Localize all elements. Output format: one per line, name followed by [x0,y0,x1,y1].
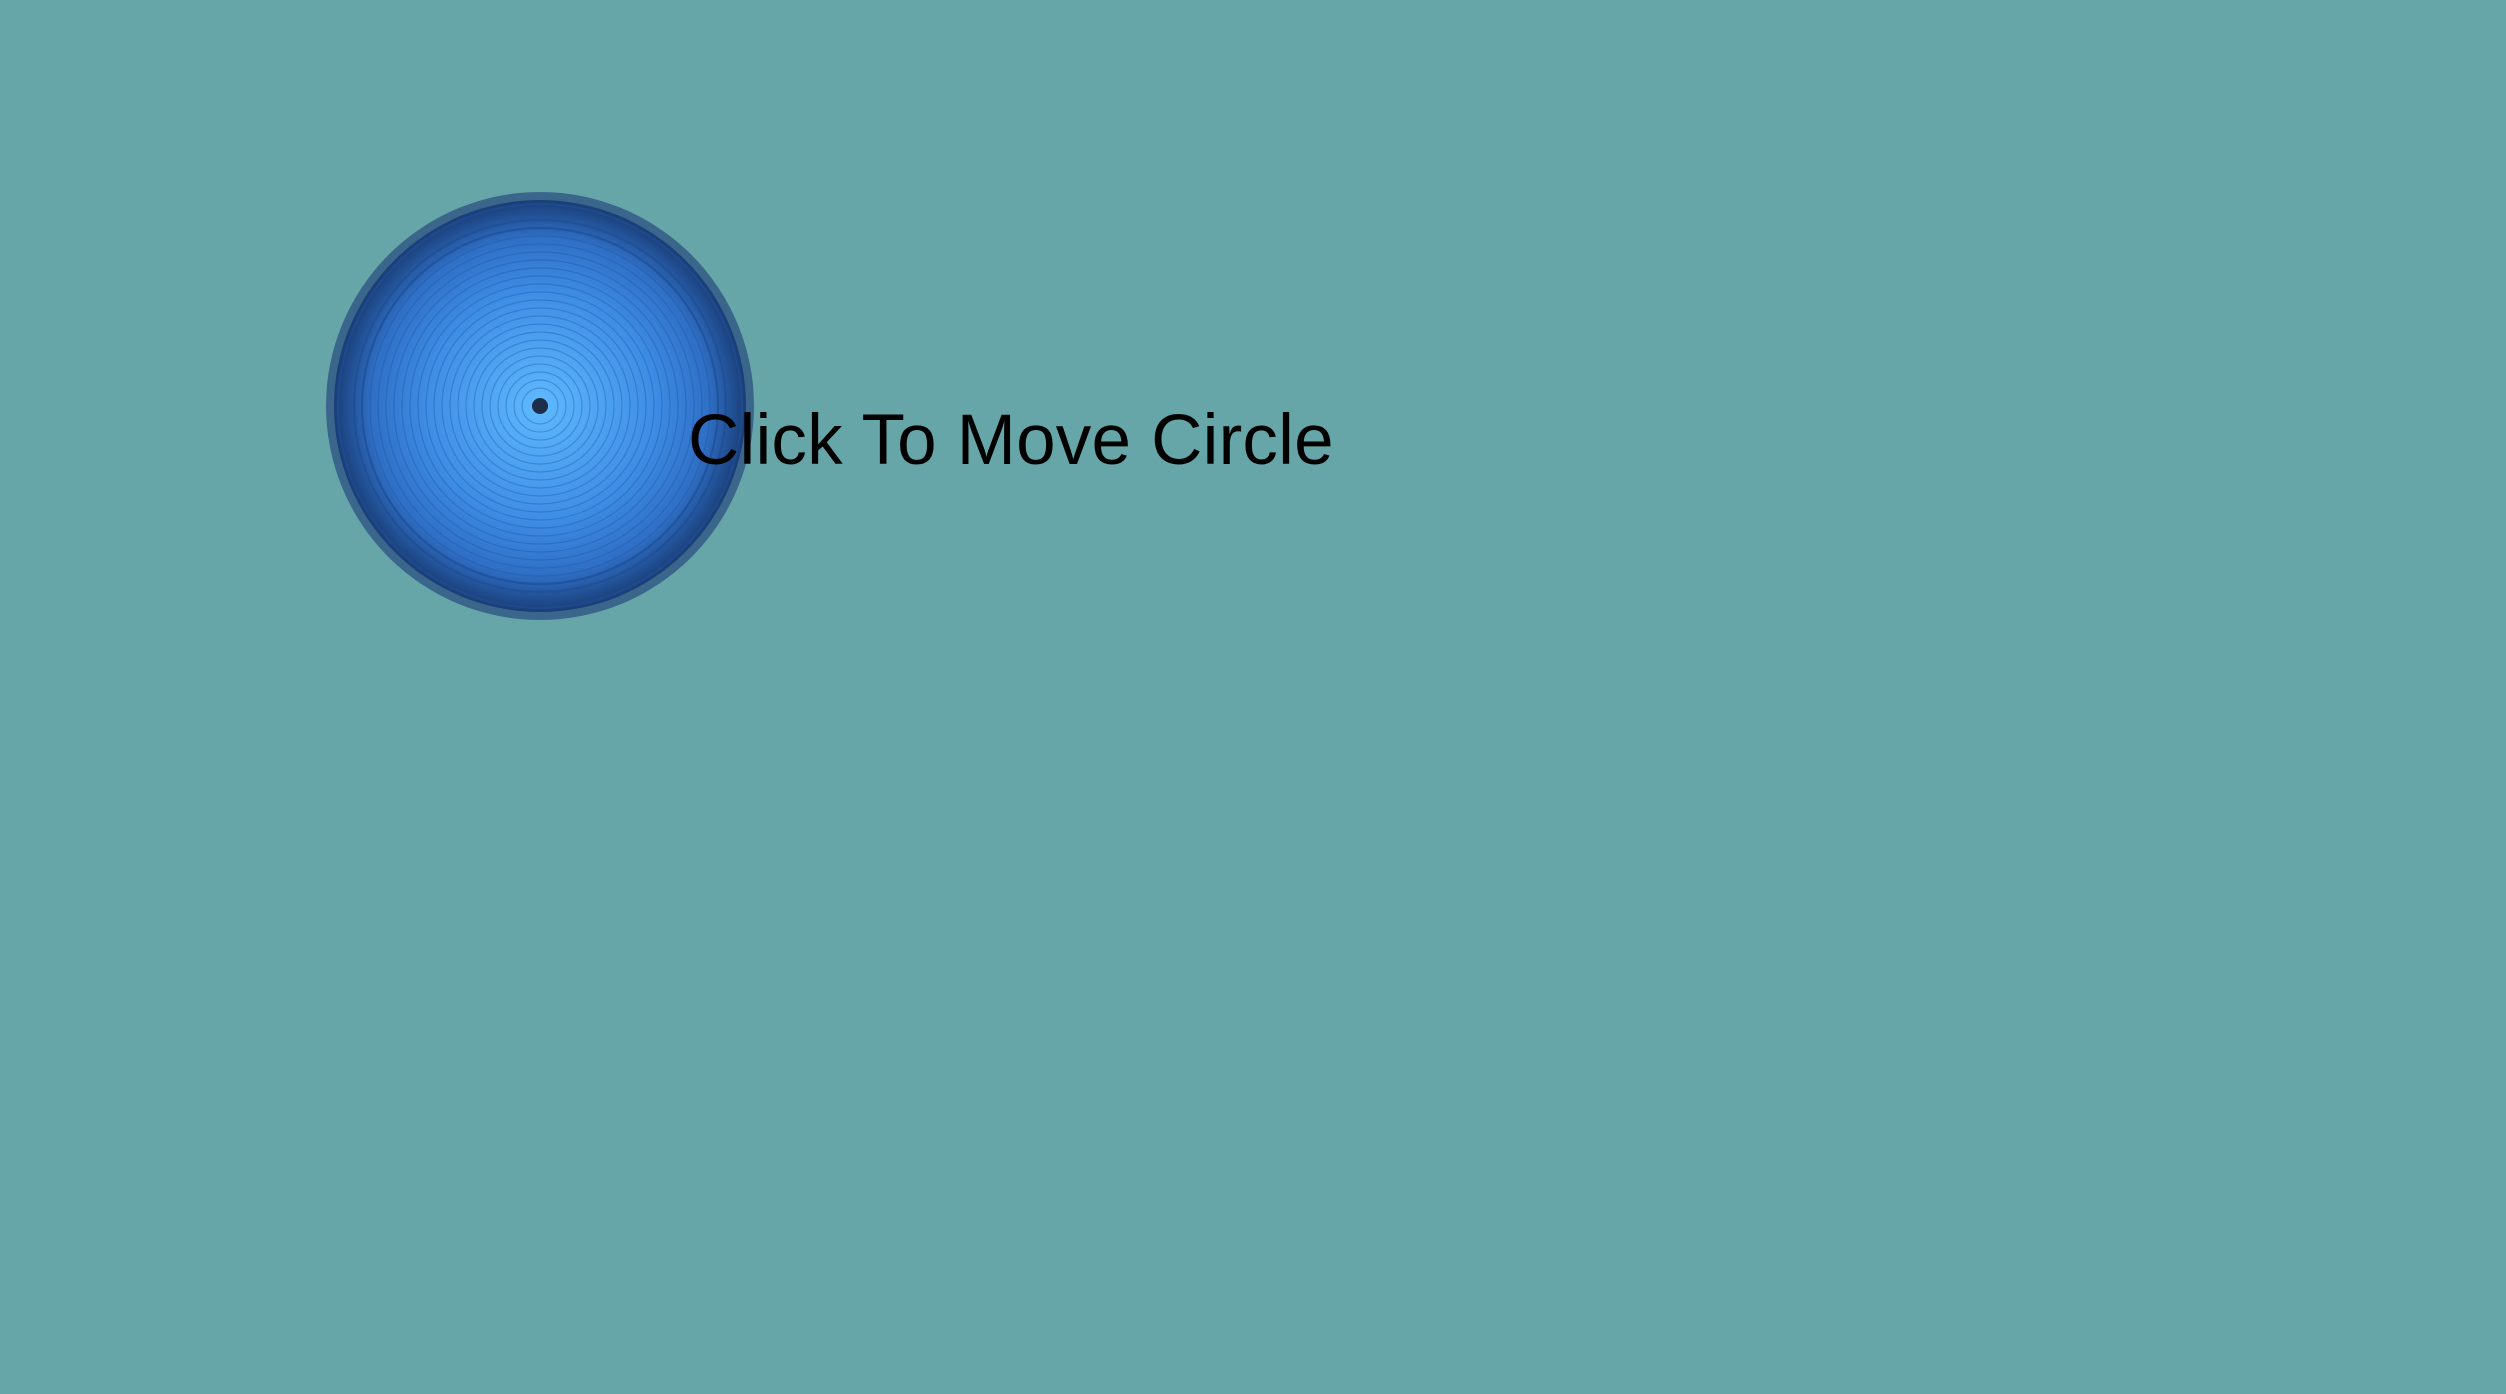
circle-ring [344,210,736,602]
circle-ring [352,218,728,594]
circle-ring [465,331,615,481]
circle-ring [425,291,655,521]
circle-ring [497,363,583,449]
circle-rings [336,202,744,610]
circle-ring [360,226,720,586]
circle-ring [513,379,567,433]
circle-ring [489,355,591,457]
circle-ring [401,267,679,545]
circle-ring [409,275,671,537]
circle-ring [369,235,711,577]
circle-ring [505,371,575,441]
circle-ring [336,202,744,610]
circle-ring [393,259,687,553]
center-dot-icon [532,398,548,414]
circle-ring [457,323,623,489]
circle-ring [481,347,599,465]
circle-ring [521,387,559,425]
movable-circle[interactable] [324,190,756,622]
circle-ring [441,307,639,505]
circle-ring [377,243,703,569]
circle-ring [385,251,695,561]
circle-ring [433,299,647,513]
circle-ring [417,283,663,529]
circle-ring [473,339,607,473]
concentric-blue-circle-icon [326,192,754,620]
instruction-text: Click To Move Circle [688,401,1334,480]
circle-ring [449,315,631,497]
